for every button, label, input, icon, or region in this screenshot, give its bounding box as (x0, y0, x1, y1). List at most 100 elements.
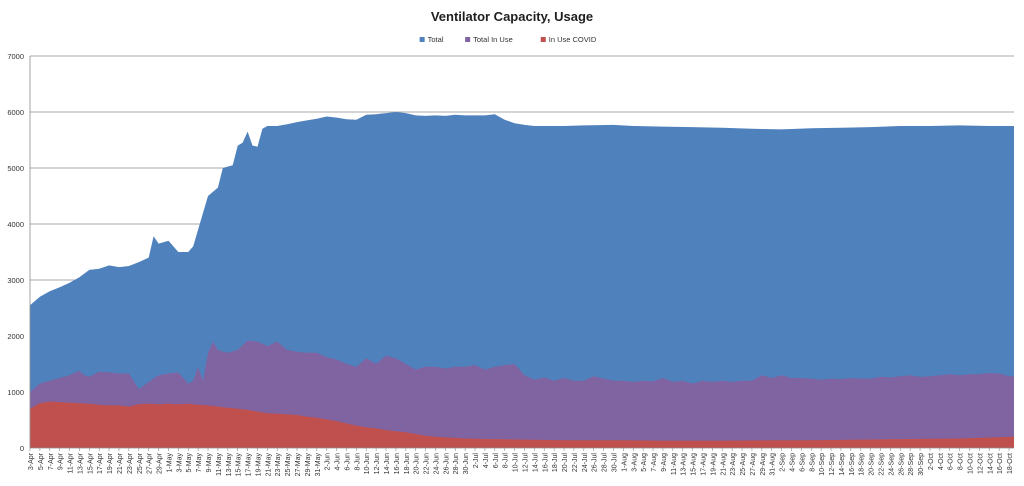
x-tick-label: 2-Sep (780, 453, 787, 472)
x-tick-label: 24-Sep (888, 453, 895, 476)
x-tick-label: 6-Jul (493, 453, 500, 469)
x-tick-label: 21-Aug (720, 453, 727, 476)
x-tick-label: 22-Jul (572, 453, 579, 473)
x-tick-label: 30-Jul (611, 453, 618, 473)
x-tick-label: 14-Jun (384, 453, 391, 475)
x-tick-label: 12-Sep (829, 453, 836, 476)
x-tick-label: 26-Sep (898, 453, 905, 476)
x-tick-label: 5-May (186, 453, 193, 473)
x-tick-label: 17-Aug (700, 453, 707, 476)
x-tick-label: 7-Apr (48, 452, 55, 470)
x-tick-label: 30-Jun (463, 453, 470, 475)
legend-label: Total (428, 35, 444, 44)
x-tick-label: 31-May (315, 453, 322, 477)
x-tick-label: 23-Apr (127, 452, 134, 474)
x-tick-label: 15-May (236, 453, 243, 477)
x-tick-label: 18-Jul (552, 453, 559, 473)
y-tick-label: 3000 (7, 276, 24, 285)
x-tick-label: 20-Jul (562, 453, 569, 473)
x-tick-label: 16-Jun (394, 453, 401, 475)
y-tick-label: 1000 (7, 388, 24, 397)
x-tick-label: 8-Sep (809, 453, 816, 472)
x-tick-label: 20-Sep (869, 453, 876, 476)
legend-swatch (540, 37, 546, 42)
x-tick-label: 14-Jul (532, 453, 539, 473)
x-tick-label: 23-Aug (730, 453, 737, 476)
x-tick-label: 12-Jun (374, 453, 381, 475)
x-tick-label: 27-Aug (750, 453, 757, 476)
x-tick-labels: 3-Apr 5-Apr 7-Apr 9-Apr 11-Apr 13-Apr 15-Apr 17… (28, 448, 1014, 476)
x-tick-label: 16-Jul (542, 453, 549, 473)
x-tick-label: 14-Sep (839, 453, 846, 476)
x-tick-label: 18-Sep (859, 453, 866, 476)
x-tick-label: 25-May (285, 453, 292, 477)
x-tick-label: 8-Jun (354, 453, 361, 471)
x-tick-label: 13-Aug (681, 453, 688, 476)
x-tick-label: 23-May (275, 453, 282, 477)
x-tick-label: 18-Jun (404, 453, 411, 475)
legend-swatch (419, 37, 425, 42)
x-tick-label: 19-Apr (107, 452, 114, 474)
x-tick-label: 17-May (246, 453, 253, 477)
x-tick-label: 20-Jun (414, 453, 421, 475)
x-tick-label: 24-Jun (433, 453, 440, 475)
x-tick-label: 2-Oct (928, 453, 935, 470)
x-tick-label: 6-Oct (948, 453, 955, 470)
x-tick-label: 28-Jun (453, 453, 460, 475)
x-tick-label: 27-Apr (147, 452, 154, 474)
x-tick-label: 25-Aug (740, 453, 747, 476)
x-tick-label: 14-Oct (987, 453, 994, 474)
y-tick-label: 0 (20, 444, 24, 453)
chart-title: Ventilator Capacity, Usage (431, 9, 593, 24)
x-tick-label: 10-Oct (967, 453, 974, 474)
x-tick-label: 4-Jun (335, 453, 342, 471)
x-tick-label: 11-Apr (68, 452, 75, 473)
x-tick-label: 16-Sep (849, 453, 856, 476)
x-tick-label: 3-May (176, 453, 183, 473)
x-tick-label: 1-Aug (621, 453, 628, 472)
x-tick-label: 30-Sep (918, 453, 925, 476)
x-tick-label: 10-Jul (513, 453, 520, 473)
y-tick-label: 2000 (7, 332, 24, 341)
x-tick-label: 11-Aug (671, 453, 678, 475)
x-tick-label: 19-May (255, 453, 262, 477)
x-tick-label: 28-Jul (602, 453, 609, 473)
x-tick-label: 21-May (265, 453, 272, 477)
x-tick-label: 8-Jul (503, 453, 510, 469)
x-tick-label: 18-Oct (1007, 453, 1014, 474)
x-tick-label: 2-Jun (325, 453, 332, 471)
x-tick-label: 5-Apr (38, 452, 45, 470)
x-tick-label: 7-Aug (651, 453, 658, 472)
x-tick-label: 29-May (305, 453, 312, 477)
legend: Total Total In Use In Use COVID (419, 35, 597, 44)
y-tick-label: 4000 (7, 220, 24, 229)
axes (29, 56, 1014, 449)
x-tick-label: 24-Jul (582, 453, 589, 473)
legend-label: Total In Use (473, 35, 513, 44)
x-tick-label: 22-Sep (878, 453, 885, 476)
x-tick-label: 17-Apr (97, 452, 104, 474)
x-tick-label: 10-Sep (819, 453, 826, 476)
x-tick-label: 3-Aug (631, 453, 638, 472)
x-tick-label: 9-May (206, 453, 213, 473)
x-tick-label: 26-Jul (592, 453, 599, 473)
x-tick-label: 5-Aug (641, 453, 648, 472)
area-series-in-use-covid (30, 401, 1014, 448)
x-tick-label: 6-Sep (799, 453, 806, 472)
x-tick-label: 29-Apr (157, 452, 164, 474)
x-tick-label: 31-Aug (770, 453, 777, 476)
x-tick-label: 29-Aug (760, 453, 767, 476)
y-tick-label: 5000 (7, 164, 24, 173)
x-tick-label: 8-Oct (958, 453, 965, 470)
x-tick-label: 6-Jun (344, 453, 351, 471)
x-tick-label: 11-May (216, 453, 223, 476)
x-tick-label: 15-Aug (691, 453, 698, 476)
x-tick-label: 16-Oct (997, 453, 1004, 474)
x-tick-label: 9-Apr (58, 452, 65, 470)
y-tick-label: 7000 (7, 52, 24, 61)
x-tick-label: 10-Jun (364, 453, 371, 475)
x-tick-label: 12-Jul (522, 453, 529, 473)
x-tick-label: 26-Jun (443, 453, 450, 475)
x-tick-label: 3-Apr (28, 452, 35, 470)
